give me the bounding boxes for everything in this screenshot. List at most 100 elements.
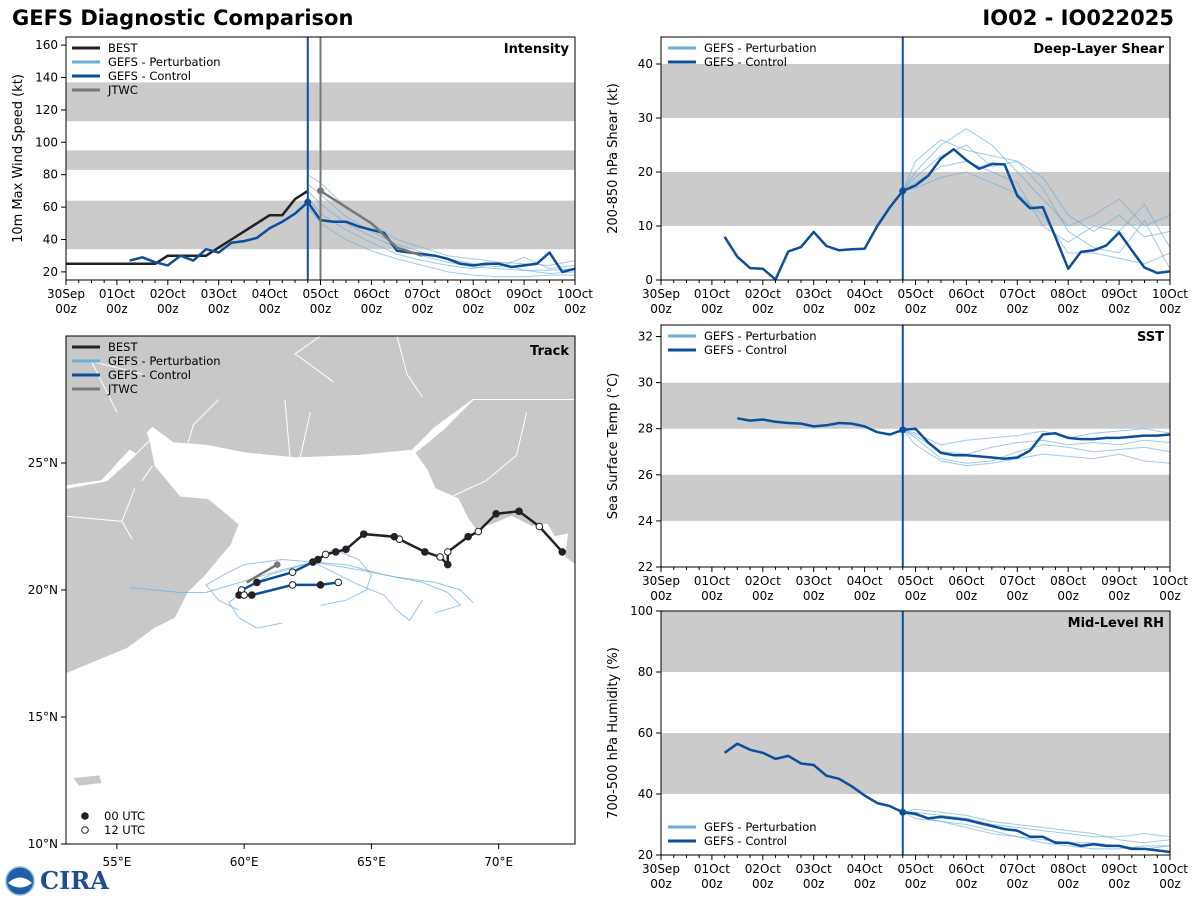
track-ytick-label-1: 15°N — [28, 710, 58, 724]
noaa-logo-icon — [5, 866, 35, 896]
track-best-point-1 — [535, 522, 544, 531]
intensity-xtick-day-10: 10Oct — [557, 287, 593, 301]
track-legend-label-0: BEST — [108, 340, 138, 354]
track-ytick-label-3: 25°N — [28, 456, 58, 470]
intensity-xtick-day-8: 08Oct — [455, 287, 491, 301]
intensity-pert-line-1 — [307, 206, 575, 278]
intensity-legend-label-2: GEFS - Control — [108, 69, 191, 83]
track-control-point-0 — [309, 558, 317, 566]
track-pert-line-3 — [312, 561, 462, 614]
track-xtick-label-1: 60°E — [230, 855, 259, 869]
shear-pert-line-2 — [902, 139, 1170, 238]
sst-legend-label-0: GEFS - Perturbation — [704, 329, 817, 343]
shear-xtick-day-3: 03Oct — [796, 287, 832, 301]
intensity-ytick-label-0: 20 — [43, 265, 58, 279]
track-xtick-label-0: 55°E — [102, 855, 131, 869]
intensity-init-marker — [304, 198, 312, 206]
shear-series-gefs-control — [723, 148, 1170, 280]
sst-ylabel: Sea Surface Temp (°C) — [606, 373, 621, 520]
rh-ytick-label-3: 80 — [638, 665, 653, 679]
intensity-xtick-hr-8: 00z — [462, 302, 484, 316]
shear-xtick-hr-9: 00z — [1108, 302, 1130, 316]
shear-ytick-label-1: 10 — [638, 219, 653, 233]
sst-init-marker — [899, 426, 907, 434]
intensity-ytick-label-1: 40 — [43, 233, 58, 247]
sst-legend-label-1: GEFS - Control — [704, 343, 787, 357]
rh-panel: 2040608010030Sep00z01Oct00z02Oct00z03Oct… — [606, 604, 1188, 891]
intensity-xtick-hr-0: 00z — [55, 302, 77, 316]
rh-xtick-hr-2: 00z — [752, 877, 774, 891]
intensity-legend-label-0: BEST — [108, 41, 138, 55]
sst-xtick-day-1: 01Oct — [694, 574, 730, 588]
border-line-6 — [452, 412, 528, 497]
rh-ylabel: 700-500 hPa Humidity (%) — [606, 647, 621, 819]
rh-xtick-hr-5: 00z — [905, 877, 927, 891]
sst-band-1 — [661, 382, 1170, 429]
track-marker-legend-label-0: 00 UTC — [104, 809, 145, 823]
track-best-point-14 — [331, 548, 340, 556]
sst-pert-line-0 — [902, 429, 1170, 464]
rh-xtick-day-9: 09Oct — [1101, 862, 1137, 876]
shear-title: Deep-Layer Shear — [1033, 42, 1164, 57]
intensity-xtick-hr-6: 00z — [361, 302, 383, 316]
border-line-2 — [66, 515, 123, 522]
shear-xtick-day-10: 10Oct — [1152, 287, 1188, 301]
shear-ytick-label-4: 40 — [638, 57, 653, 71]
intensity-xtick-day-0: 30Sep — [47, 287, 85, 301]
track-xtick-label-2: 65°E — [357, 855, 386, 869]
track-ytick-label-0: 10°N — [28, 837, 58, 851]
intensity-plot-area — [66, 37, 575, 280]
rh-xtick-hr-4: 00z — [854, 877, 876, 891]
track-control-point-8 — [316, 581, 325, 589]
shear-xtick-hr-8: 00z — [1057, 302, 1079, 316]
intensity-xtick-hr-2: 00z — [157, 302, 179, 316]
rh-xtick-day-5: 05Oct — [897, 862, 933, 876]
rh-plot-area — [661, 611, 1170, 855]
sst-xtick-day-7: 07Oct — [999, 574, 1035, 588]
sst-ytick-label-3: 28 — [638, 422, 653, 436]
storm-id: IO02 - IO022025 — [982, 6, 1174, 30]
sst-xtick-hr-1: 00z — [701, 589, 723, 603]
landmass-1 — [66, 439, 240, 675]
intensity-xtick-hr-7: 00z — [412, 302, 434, 316]
rh-xtick-day-3: 03Oct — [796, 862, 832, 876]
rh-series-gefs-control — [723, 742, 1170, 854]
track-pert-line-0 — [129, 561, 314, 593]
intensity-legend-label-3: JTWC — [107, 83, 138, 97]
shear-xtick-day-4: 04Oct — [847, 287, 883, 301]
intensity-title: Intensity — [504, 42, 570, 57]
sst-plot-area — [661, 325, 1170, 567]
track-pert-line-4 — [205, 558, 313, 611]
track-pert-line-1 — [312, 561, 423, 622]
rh-xtick-day-0: 30Sep — [642, 862, 680, 876]
shear-ytick-label-3: 30 — [638, 111, 653, 125]
sst-xtick-day-2: 02Oct — [745, 574, 781, 588]
shear-xtick-day-2: 02Oct — [745, 287, 781, 301]
track-control-point-7 — [288, 581, 297, 589]
rh-band-0 — [661, 733, 1170, 794]
intensity-xtick-day-3: 03Oct — [201, 287, 237, 301]
intensity-xtick-hr-4: 00z — [259, 302, 281, 316]
track-best-point-3 — [492, 510, 500, 518]
track-control-point-1 — [288, 568, 297, 577]
sst-xtick-hr-3: 00z — [803, 589, 825, 603]
shear-xtick-hr-7: 00z — [1007, 302, 1029, 316]
track-xtick-label-3: 70°E — [484, 855, 513, 869]
track-control-point-9 — [334, 578, 343, 587]
sst-ytick-label-1: 24 — [638, 514, 653, 528]
track-best-point-5 — [464, 532, 472, 541]
intensity-ytick-label-5: 120 — [35, 103, 58, 117]
intensity-xtick-day-6: 06Oct — [353, 287, 389, 301]
shear-pert-line-3 — [902, 160, 1170, 248]
rh-xtick-day-10: 10Oct — [1152, 862, 1188, 876]
track-jtwc-line — [246, 563, 278, 584]
track-control-point-6 — [247, 591, 256, 599]
shear-xtick-hr-4: 00z — [854, 302, 876, 316]
sst-frame — [660, 324, 1171, 568]
shear-xtick-hr-10: 00z — [1159, 302, 1181, 316]
intensity-ytick-label-7: 160 — [35, 38, 58, 52]
intensity-ylabel: 10m Max Wind Speed (kt) — [11, 74, 26, 243]
sst-ytick-label-4: 30 — [638, 376, 653, 390]
sst-title: SST — [1137, 330, 1164, 345]
